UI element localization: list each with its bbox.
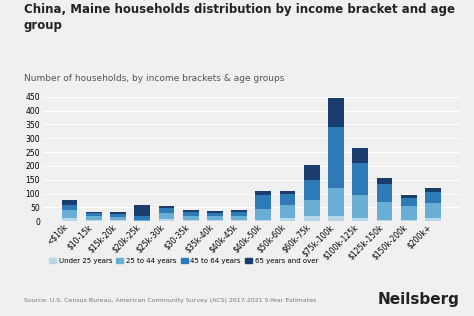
Bar	[86, 220, 101, 221]
Bar	[401, 198, 417, 206]
Bar	[280, 218, 295, 221]
Bar	[231, 210, 247, 212]
Bar	[158, 214, 174, 219]
Bar	[304, 200, 319, 216]
Bar	[255, 220, 271, 221]
Bar	[207, 216, 223, 220]
Bar	[401, 196, 417, 198]
Bar	[86, 213, 101, 216]
Text: Number of households, by income brackets & age groups: Number of households, by income brackets…	[24, 74, 284, 83]
Bar	[377, 220, 392, 221]
Bar	[377, 178, 392, 184]
Bar	[352, 148, 368, 163]
Bar	[86, 211, 101, 213]
Bar	[158, 208, 174, 214]
Bar	[134, 220, 150, 221]
Bar	[134, 216, 150, 220]
Bar	[328, 127, 344, 188]
Bar	[62, 210, 77, 218]
Bar	[280, 205, 295, 218]
Bar	[425, 188, 441, 192]
Bar	[328, 188, 344, 216]
Bar	[401, 206, 417, 220]
Bar	[255, 209, 271, 220]
Bar	[304, 165, 319, 180]
Bar	[158, 206, 174, 208]
Bar	[110, 217, 126, 220]
Bar	[377, 202, 392, 220]
Text: Neilsberg: Neilsberg	[378, 292, 460, 307]
Bar	[183, 210, 199, 211]
Bar	[425, 218, 441, 221]
Bar	[183, 220, 199, 221]
Bar	[231, 216, 247, 220]
Bar	[304, 216, 319, 221]
Bar	[280, 193, 295, 205]
Bar	[352, 163, 368, 195]
Bar	[425, 192, 441, 203]
Bar	[110, 214, 126, 217]
Bar	[231, 212, 247, 216]
Text: Source: U.S. Census Bureau, American Community Survey (ACS) 2017-2021 5-Year Est: Source: U.S. Census Bureau, American Com…	[24, 298, 316, 303]
Bar	[328, 216, 344, 221]
Bar	[231, 220, 247, 221]
Bar	[207, 220, 223, 221]
Bar	[304, 180, 319, 200]
Bar	[328, 98, 344, 127]
Bar	[86, 216, 101, 220]
Bar	[352, 195, 368, 218]
Bar	[183, 211, 199, 216]
Bar	[207, 213, 223, 216]
Bar	[207, 211, 223, 213]
Bar	[110, 220, 126, 221]
Bar	[183, 216, 199, 220]
Bar	[255, 191, 271, 195]
Bar	[134, 205, 150, 216]
Bar	[110, 211, 126, 214]
Bar	[62, 200, 77, 205]
Text: China, Maine households distribution by income bracket and age
group: China, Maine households distribution by …	[24, 3, 455, 32]
Bar	[62, 218, 77, 221]
Bar	[158, 219, 174, 221]
Bar	[255, 195, 271, 209]
Legend: Under 25 years, 25 to 44 years, 45 to 64 years, 65 years and over: Under 25 years, 25 to 44 years, 45 to 64…	[46, 255, 321, 267]
Bar	[352, 218, 368, 221]
Bar	[377, 184, 392, 202]
Bar	[401, 220, 417, 221]
Bar	[425, 203, 441, 218]
Bar	[280, 191, 295, 193]
Bar	[62, 205, 77, 210]
